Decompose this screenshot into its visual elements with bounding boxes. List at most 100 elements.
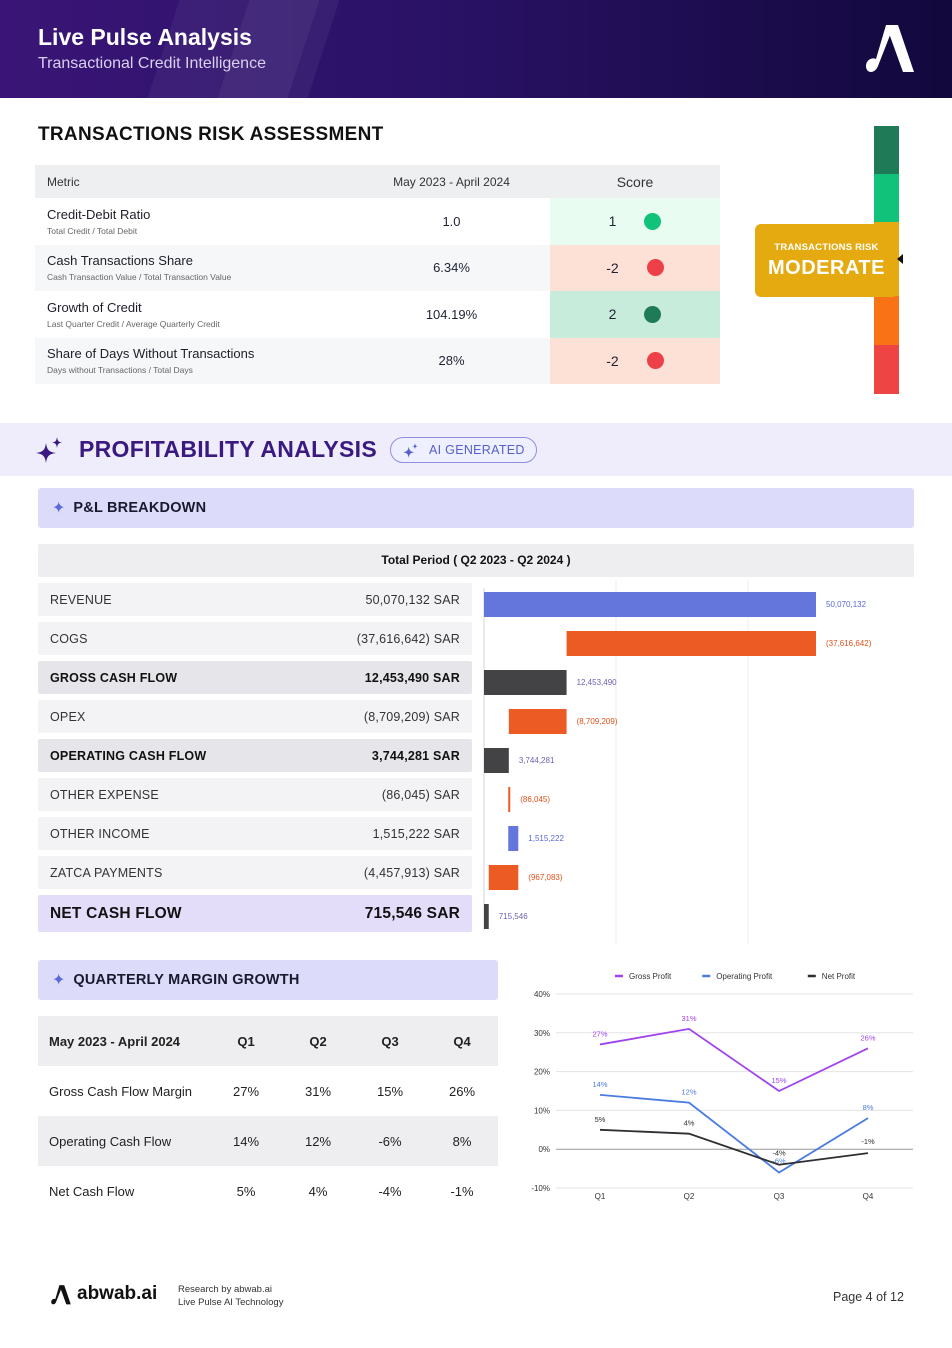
margin-cell: 4% (308, 1183, 328, 1199)
metric-formula: Last Quarter Credit / Average Quarterly … (47, 318, 220, 329)
margin-row: Gross Cash Flow Margin 27% 31% 15% 26% (38, 1066, 498, 1116)
metric-value: 104.19% (425, 306, 478, 322)
pl-list: REVENUE 50,070,132 SAR COGS (37,616,642) SA… (38, 583, 472, 938)
pl-label: OPEX (50, 709, 86, 724)
abwab-logo-icon (51, 1285, 71, 1305)
risk-row: Growth of Credit Last Quarter Credit / Av… (35, 291, 720, 338)
margin-cell: 12% (304, 1133, 332, 1149)
metric-name: Share of Days Without Transactions (47, 346, 255, 362)
risk-row: Share of Days Without Transactions Days w… (35, 337, 720, 384)
pl-row: REVENUE 50,070,132 SAR (38, 583, 472, 616)
column-header: Q1 (237, 1033, 255, 1049)
y-tick-label: 10% (534, 1106, 550, 1115)
abwab-logo-icon (866, 25, 914, 72)
pl-label: GROSS CASH FLOW (50, 670, 178, 685)
risk-row: Credit-Debit Ratio Total Credit / Total D… (35, 198, 720, 245)
sparkle-icon: ✦ (52, 500, 66, 517)
page-number: Page 4 of 12 (833, 1290, 904, 1304)
y-tick-label: 0% (538, 1145, 550, 1154)
margin-cell: -4% (378, 1183, 402, 1199)
pl-label: NET CASH FLOW (50, 904, 182, 922)
x-tick-label: Q4 (863, 1192, 874, 1201)
gauge-pointer-icon (897, 254, 903, 264)
metric-cell: Credit-Debit Ratio Total Credit / Total D… (35, 207, 353, 236)
score-cell: 2 (550, 291, 720, 338)
pl-label: COGS (50, 631, 88, 646)
metric-name: Growth of Credit (47, 299, 142, 315)
bar-data-label: 12,453,490 (577, 678, 618, 687)
point-data-label: 31% (681, 1014, 696, 1023)
point-data-label: -4% (772, 1149, 786, 1158)
y-tick-label: 30% (534, 1029, 550, 1038)
point-data-label: 15% (771, 1076, 786, 1085)
metric-name: Cash Transactions Share (47, 253, 193, 269)
sparkles-icon (36, 437, 62, 463)
pl-label: REVENUE (50, 592, 112, 607)
column-header: Q4 (453, 1033, 471, 1049)
point-data-label: 5% (595, 1115, 606, 1124)
metric-value: 6.34% (433, 260, 470, 276)
score-cell: -2 (550, 244, 720, 291)
score-value: 1 (608, 213, 617, 230)
pl-value: (37,616,642) SAR (356, 631, 460, 646)
metric-value: 28% (438, 353, 465, 369)
margin-cell: 27% (232, 1083, 260, 1099)
risk-level-badge: TRANSACTIONS RISK MODERATE (755, 224, 898, 297)
footer-research-line: Live Pulse AI Technology (178, 1297, 284, 1308)
y-tick-label: 40% (534, 990, 550, 999)
pl-value: 50,070,132 SAR (365, 592, 460, 607)
pl-row: NET CASH FLOW 715,546 SAR (38, 895, 472, 932)
risk-table: Metric May 2023 - April 2024 Score Credi… (35, 165, 720, 384)
margin-row-label: Gross Cash Flow Margin (49, 1083, 193, 1099)
y-tick-label: -10% (531, 1184, 550, 1193)
risk-row: Cash Transactions Share Cash Transaction … (35, 244, 720, 291)
bar-data-label: 50,070,132 (826, 600, 867, 609)
margin-cell: 5% (236, 1183, 256, 1199)
margin-table: May 2023 - April 2024 Q1 Q2 Q3 Q4 Gross Cash … (38, 1016, 498, 1216)
pl-breakdown-title: P&L BREAKDOWN (73, 500, 207, 516)
pl-breakdown-band: ✦ P&L BREAKDOWN (38, 488, 914, 528)
waterfall-bar (484, 748, 509, 773)
pl-row: GROSS CASH FLOW 12,453,490 SAR (38, 661, 472, 694)
legend-label: Net Profit (822, 972, 856, 981)
bar-data-label: 3,744,281 (519, 756, 555, 765)
series-line (599, 1128, 869, 1166)
margin-row-label: Operating Cash Flow (49, 1133, 172, 1149)
margin-cell: 31% (304, 1083, 332, 1099)
pl-row: COGS (37,616,642) SAR (38, 622, 472, 655)
pl-value: 3,744,281 SAR (371, 748, 460, 763)
x-tick-label: Q1 (595, 1192, 606, 1201)
bar-data-label: (37,616,642) (826, 639, 872, 648)
pl-value: 715,546 SAR (364, 904, 460, 922)
margin-line-chart: Gross Profit Operating Profit Net Profit 40… (531, 972, 913, 1201)
report-subtitle: Transactional Credit Intelligence (38, 55, 266, 72)
metric-formula: Total Credit / Total Debit (47, 225, 138, 236)
pl-value: (86,045) SAR (381, 787, 460, 802)
score-status-icon (646, 259, 664, 277)
score-value: -2 (606, 352, 619, 369)
point-data-label: 14% (592, 1080, 607, 1089)
bar-data-label: 1,515,222 (528, 834, 564, 843)
metric-formula: Days without Transactions / Total Days (47, 365, 193, 376)
margin-cell: 14% (232, 1133, 260, 1149)
waterfall-bar (484, 670, 567, 695)
risk-badge-label: TRANSACTIONS RISK (774, 242, 879, 253)
metric-cell: Cash Transactions Share Cash Transaction … (35, 253, 353, 282)
pl-value: (4,457,913) SAR (363, 865, 460, 880)
profitability-title: PROFITABILITY ANALYSIS (79, 436, 377, 462)
point-data-label: -1% (861, 1137, 875, 1146)
point-data-label: 27% (592, 1029, 607, 1038)
metric-name: Credit-Debit Ratio (47, 206, 151, 222)
pl-row: OTHER EXPENSE (86,045) SAR (38, 778, 472, 811)
point-data-label: 26% (860, 1033, 875, 1042)
waterfall-bar (566, 631, 816, 656)
pl-row: ZATCA PAYMENTS (4,457,913) SAR (38, 856, 472, 889)
ai-generated-badge: AI GENERATED (390, 437, 537, 463)
score-value: 2 (608, 306, 617, 323)
waterfall-bar (484, 904, 489, 929)
pl-value: (8,709,209) SAR (363, 709, 460, 724)
margin-table-header: May 2023 - April 2024 Q1 Q2 Q3 Q4 (38, 1016, 498, 1066)
metric-value: 1.0 (442, 213, 461, 229)
column-header: Q3 (381, 1033, 399, 1049)
pl-row: OPEX (8,709,209) SAR (38, 700, 472, 733)
